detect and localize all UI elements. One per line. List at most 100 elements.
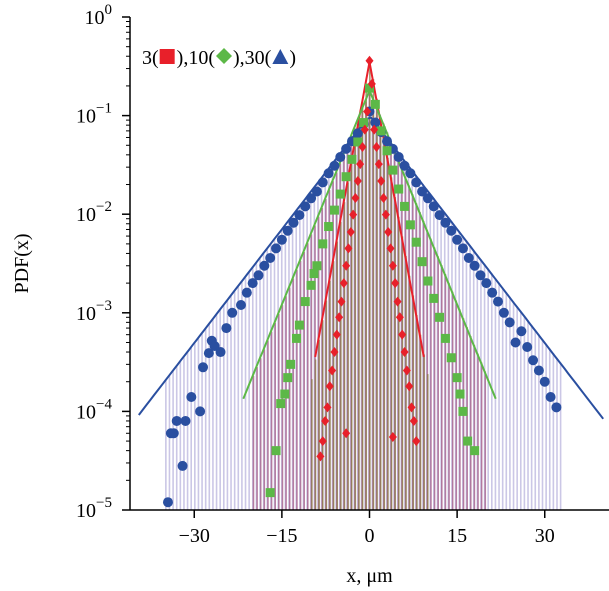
data-point-30 xyxy=(195,406,206,417)
data-point-3 xyxy=(339,278,348,289)
data-point-30 xyxy=(510,337,521,348)
data-point-30 xyxy=(352,128,363,139)
histogram-bar xyxy=(329,280,331,510)
histogram-bar xyxy=(426,374,429,510)
histogram-bar xyxy=(379,118,382,510)
data-point-10 xyxy=(470,446,480,456)
histogram-bar xyxy=(248,272,250,510)
data-point-30 xyxy=(533,365,544,376)
data-point-10 xyxy=(318,239,328,249)
histogram-bar xyxy=(168,376,171,510)
histogram-bar xyxy=(469,335,472,510)
data-point-30 xyxy=(528,355,539,366)
data-point-10 xyxy=(276,399,286,409)
histogram-bar xyxy=(219,310,221,510)
data-point-30 xyxy=(457,243,468,254)
histogram-bar xyxy=(241,282,243,510)
histogram-bar xyxy=(288,287,291,510)
data-point-3 xyxy=(388,260,397,271)
data-point-3 xyxy=(384,226,393,237)
histogram-bar xyxy=(226,300,229,510)
data-point-3 xyxy=(372,142,381,153)
histogram-bar xyxy=(233,291,236,510)
histogram-bar xyxy=(408,275,411,510)
y-tick-label: 10−1 xyxy=(76,101,112,128)
data-point-30 xyxy=(551,402,562,413)
histogram-bar xyxy=(480,362,483,510)
legend-marker-diamond xyxy=(216,48,232,64)
histogram-bar xyxy=(455,300,458,510)
y-axis-label: PDF(x) xyxy=(11,233,33,293)
data-point-30 xyxy=(428,201,439,212)
histogram-bar xyxy=(204,329,207,510)
data-point-30 xyxy=(475,270,486,281)
histogram-bar xyxy=(390,177,393,510)
histogram-bar xyxy=(412,295,415,510)
histogram-bar xyxy=(519,310,522,510)
data-point-3 xyxy=(318,436,327,447)
histogram-bar xyxy=(186,352,189,510)
histogram-bar xyxy=(358,123,360,510)
histogram-bar xyxy=(222,305,225,510)
data-point-3 xyxy=(365,55,374,66)
data-point-30 xyxy=(440,217,451,228)
data-point-3 xyxy=(405,381,414,392)
histogram-bar xyxy=(505,292,508,510)
y-tick-label: 10−2 xyxy=(76,199,112,226)
data-point-3 xyxy=(402,365,411,376)
histogram-bar xyxy=(401,236,404,510)
data-point-30 xyxy=(329,160,340,171)
data-point-3 xyxy=(393,296,402,307)
data-point-3 xyxy=(349,209,358,220)
x-tick-label: 15 xyxy=(447,525,467,547)
data-point-30 xyxy=(186,391,197,402)
data-point-10 xyxy=(417,257,427,267)
data-point-30 xyxy=(405,168,416,179)
data-point-30 xyxy=(227,307,238,318)
data-point-3 xyxy=(323,402,332,413)
data-point-3 xyxy=(395,312,404,323)
data-point-3 xyxy=(351,192,360,203)
histogram-bar xyxy=(494,277,497,510)
data-point-3 xyxy=(344,243,353,254)
histogram-bar xyxy=(394,197,396,510)
data-point-3 xyxy=(398,329,407,340)
legend-marker-square xyxy=(159,49,175,64)
data-point-30 xyxy=(446,225,457,236)
data-point-3 xyxy=(381,209,390,220)
histogram-bar xyxy=(559,362,562,510)
data-point-10 xyxy=(435,312,445,322)
histogram-bar xyxy=(545,343,547,510)
data-point-30 xyxy=(288,217,299,228)
data-point-3 xyxy=(391,278,400,289)
histogram-bar xyxy=(165,380,167,510)
data-point-10 xyxy=(452,373,462,383)
data-point-30 xyxy=(382,136,393,147)
data-point-10 xyxy=(429,293,439,303)
histogram-bar xyxy=(274,322,277,510)
data-point-3 xyxy=(356,159,365,170)
data-point-10 xyxy=(463,436,473,446)
data-point-10 xyxy=(405,220,415,230)
data-point-10 xyxy=(341,172,351,182)
data-point-10 xyxy=(347,154,357,164)
histogram-bar xyxy=(444,273,447,510)
data-point-30 xyxy=(294,210,305,221)
histogram-bar xyxy=(208,324,211,510)
data-point-30 xyxy=(399,160,410,171)
histogram-bar xyxy=(387,157,389,510)
data-point-30 xyxy=(522,341,533,352)
histogram-bar xyxy=(296,269,298,510)
data-point-3 xyxy=(342,428,351,439)
legend-marker-triangle xyxy=(272,49,289,64)
data-point-3 xyxy=(342,260,351,271)
x-axis-label: x, μm xyxy=(346,565,393,587)
data-point-10 xyxy=(324,222,334,232)
data-point-3 xyxy=(367,78,376,89)
data-point-30 xyxy=(198,362,209,373)
data-point-3 xyxy=(360,124,369,135)
y-tick-label: 100 xyxy=(85,2,113,29)
data-point-30 xyxy=(504,317,515,328)
data-points-layer xyxy=(162,55,562,508)
